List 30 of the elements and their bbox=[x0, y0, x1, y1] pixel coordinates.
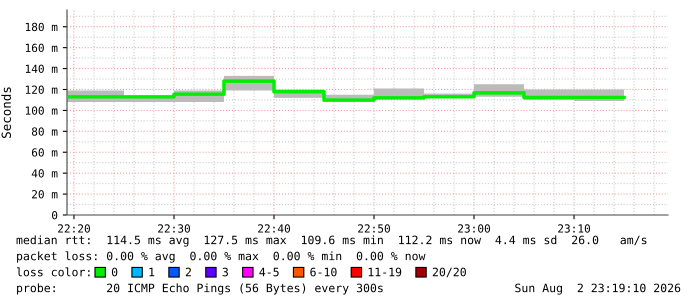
legend-label: 1 bbox=[149, 268, 154, 276]
text: probe: 20 ICMP Echo Pings (56 Bytes) every 300s bbox=[17, 283, 383, 295]
y-tick-label: 140 m bbox=[26, 64, 58, 73]
y-tick-label: 60 m bbox=[32, 148, 58, 157]
y-tick-label: 0 bbox=[52, 211, 58, 220]
x-tick-label: 23:00 bbox=[458, 224, 490, 233]
legend-label: 2 bbox=[186, 268, 191, 276]
x-tick-label: 22:40 bbox=[258, 224, 290, 233]
y-tick-label: 100 m bbox=[26, 106, 58, 115]
y-tick-label: 180 m bbox=[26, 22, 58, 32]
legend-title: loss color: bbox=[16, 267, 90, 276]
legend-label: 20/20 bbox=[432, 268, 466, 278]
legend-label: 0 bbox=[112, 268, 118, 276]
legend-label: 4-5 bbox=[259, 268, 279, 276]
legend-label: 6-10 bbox=[310, 268, 337, 276]
x-tick-label: 22:20 bbox=[58, 224, 90, 233]
y-tick-label: 120 m bbox=[26, 85, 58, 94]
x-tick-label: 22:50 bbox=[358, 224, 390, 233]
x-tick-label: 22:30 bbox=[158, 224, 190, 233]
y-tick-label: 160 m bbox=[26, 44, 58, 52]
text: packet loss: 0.00 % avg 0.00 % max 0.00 % min 0.00 % now bbox=[17, 251, 426, 263]
text: median rtt: 114.5 ms avg 127.5 ms max 109.6 ms min 112.2 ms now 4.4 ms sd 26.0 am/s bbox=[16, 235, 646, 247]
legend-label: 3 bbox=[222, 268, 228, 276]
y-tick-label: 20 m bbox=[32, 190, 58, 198]
y-tick-label: 80 m bbox=[32, 127, 58, 136]
text: Sun Aug 2 23:19:10 2026 bbox=[515, 284, 680, 295]
legend-label: 11-19 bbox=[368, 268, 402, 276]
y-tick-label: 40 m bbox=[32, 169, 58, 178]
y-axis-title: Seconds bbox=[1, 87, 11, 138]
x-tick-label: 23:10 bbox=[558, 224, 590, 233]
